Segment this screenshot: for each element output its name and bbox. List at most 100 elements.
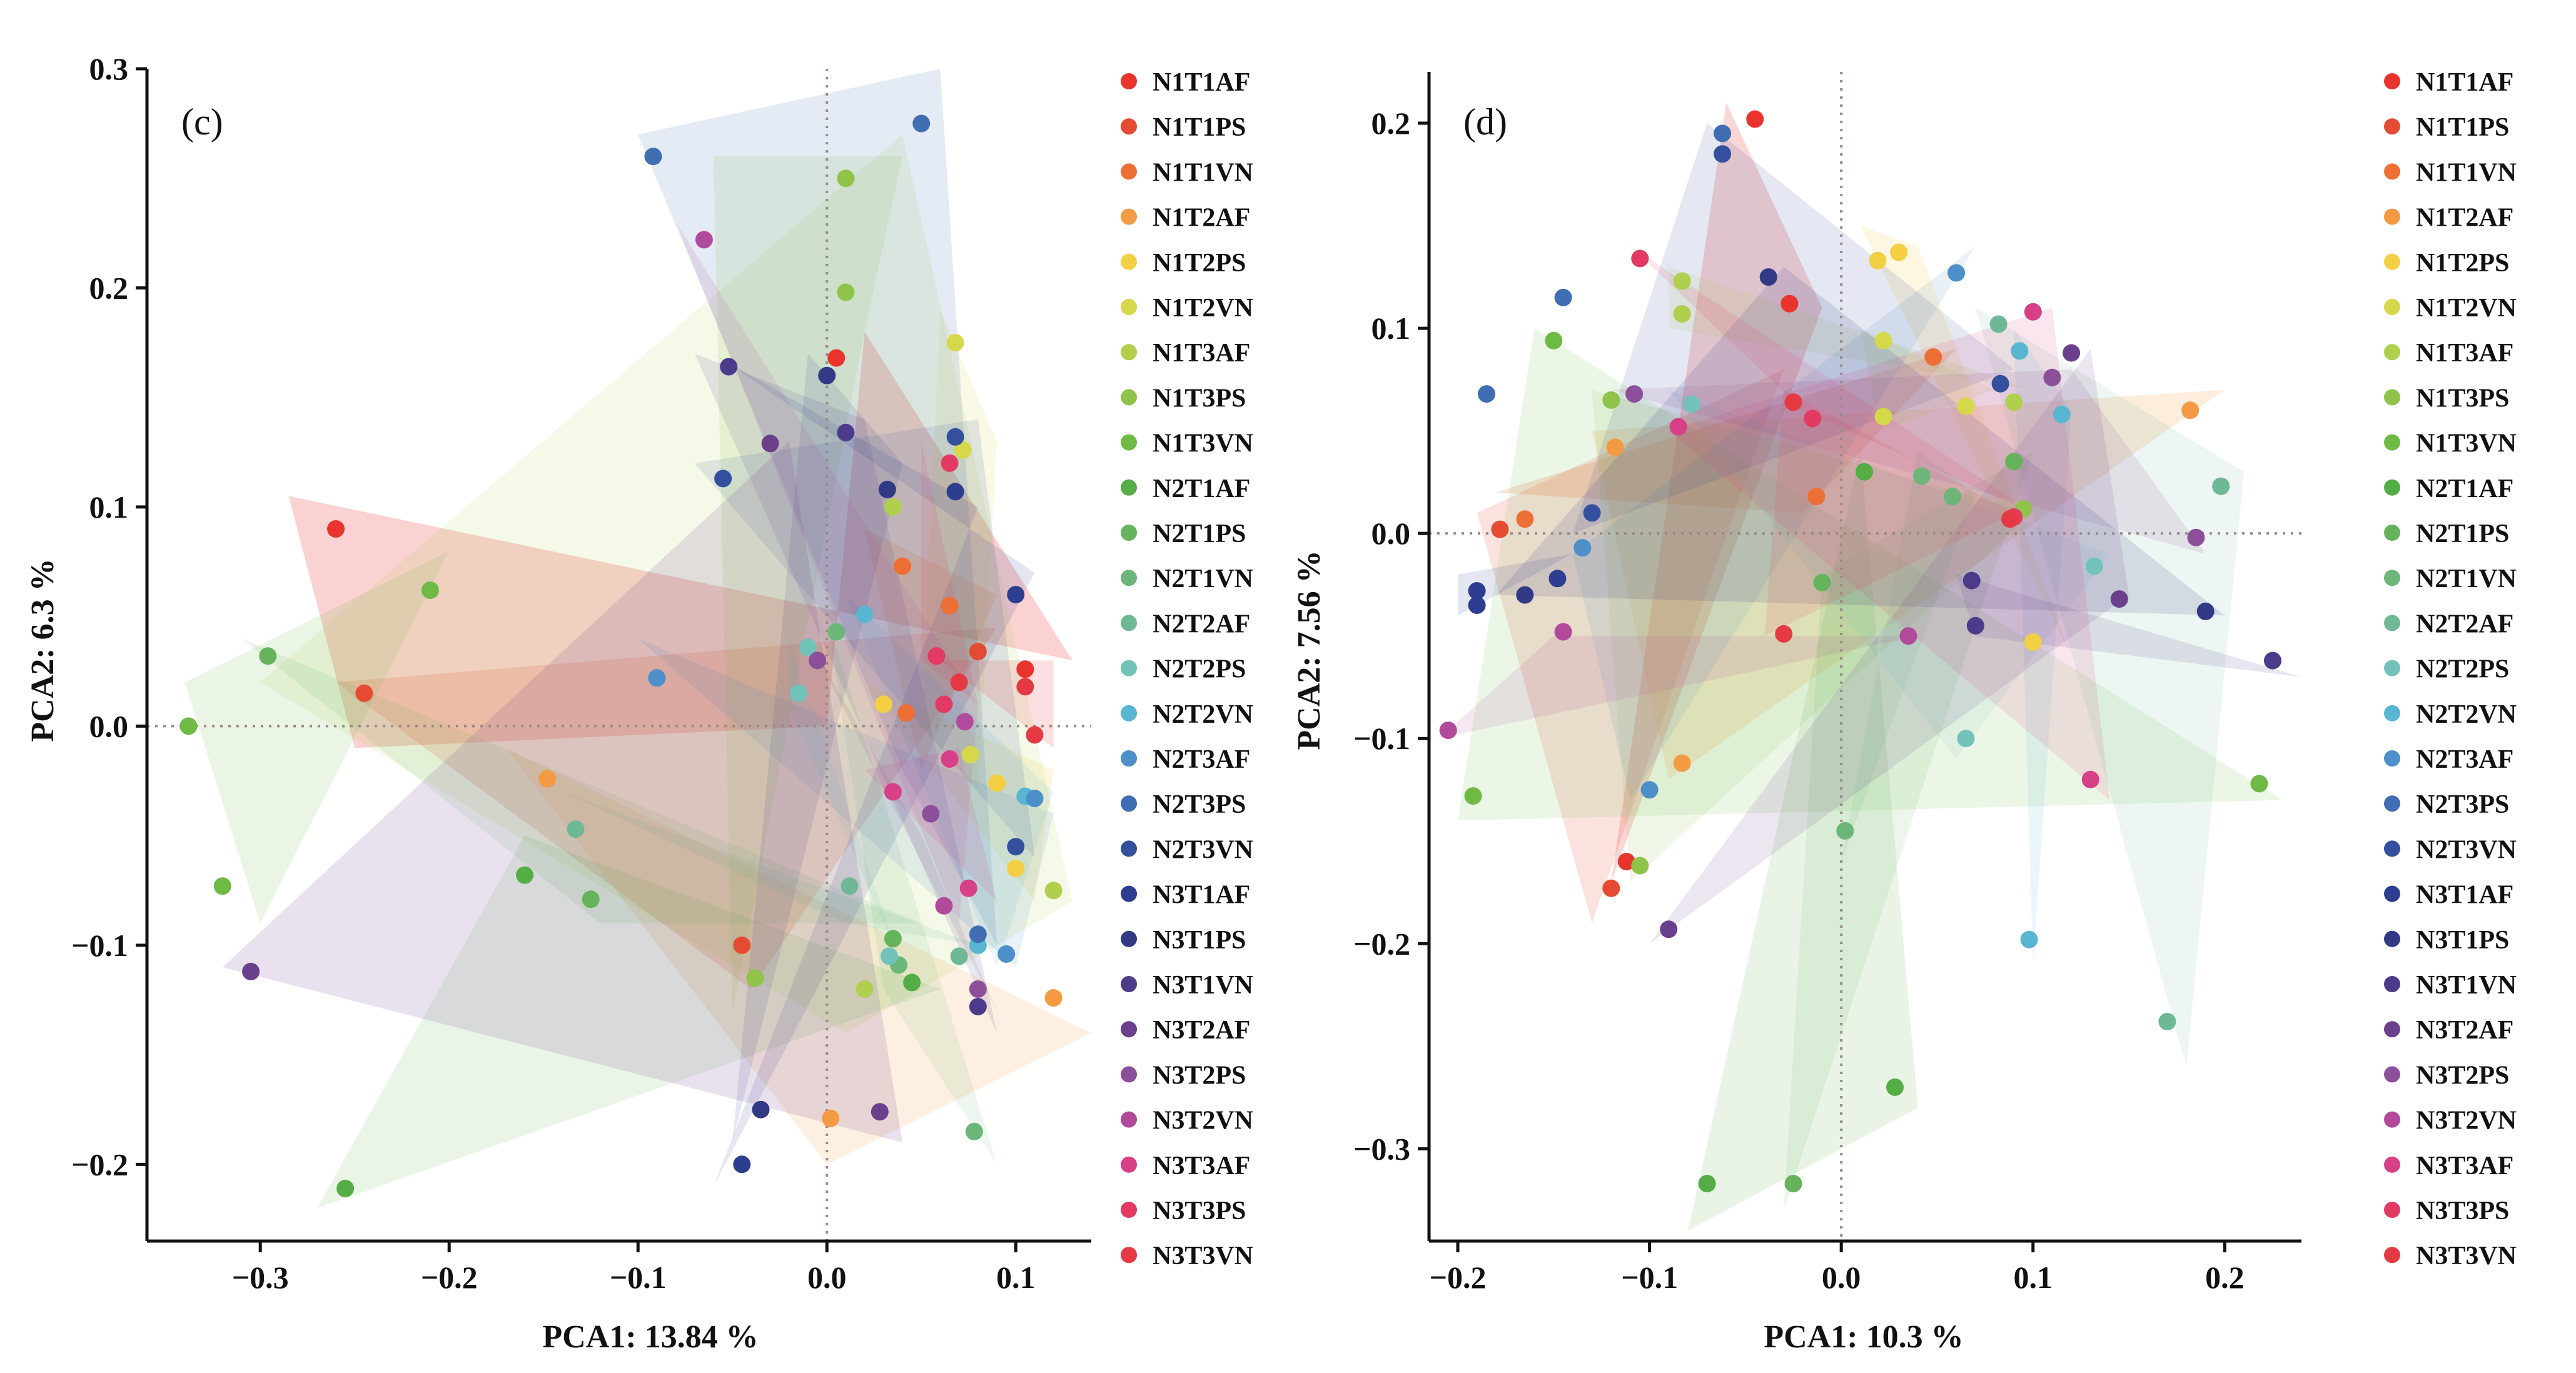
panel-c-hull-20 <box>694 353 997 1034</box>
panel-d-hull-1 <box>1477 369 1784 923</box>
panel-c-xtick-label-2: −0.1 <box>610 1260 667 1295</box>
panel-c-legend: N1T1AF N1T1PS N1T1VN N1T2AF N1T2PS N1T2VN N1T3… <box>1121 68 1253 1270</box>
panel-c-point-3 <box>355 684 373 702</box>
panel-d-point-73 <box>2024 303 2042 321</box>
panel-d-y-axis-title: PCA2: 7.56 % <box>1291 550 1327 750</box>
panel-c-legend-label-23: N3T2VN <box>1153 1107 1253 1135</box>
panel-d-point-32 <box>2005 453 2023 471</box>
panel-d-legend-marker-19 <box>2384 930 2400 947</box>
panel-d-point-13 <box>1890 243 1908 261</box>
panel-c-point-6 <box>894 557 911 575</box>
panel-c-point-49 <box>912 114 931 133</box>
panel-d-hull-19 <box>1496 266 2225 616</box>
panel-c-legend-label-18: N3T1AF <box>1153 881 1250 910</box>
panel-c-legend-label-26: N3T3VN <box>1153 1242 1253 1270</box>
panel-c-point-64 <box>242 962 260 980</box>
panel-d-point-26 <box>2250 775 2268 793</box>
panel-c-legend-label-13: N2T2PS <box>1153 655 1246 684</box>
panel-c-xticks: −0.3 −0.2 −0.1 0.0 0.1 <box>232 1241 1035 1295</box>
panel-d-ytick-label-3: 0.0 <box>1371 516 1411 551</box>
panel-c-legend-marker-8 <box>1121 434 1137 451</box>
panel-c-hull-0 <box>288 331 1073 748</box>
panel-c-legend-marker-22 <box>1121 1066 1137 1083</box>
panel-c-point-63 <box>761 435 779 453</box>
panel-d-legend-marker-3 <box>2384 208 2400 225</box>
panel-c-ytick-label-3: 0.1 <box>89 490 129 525</box>
panel-d-point-28 <box>1886 1078 1904 1096</box>
panel-d-legend-label-22: N3T2PS <box>2416 1061 2509 1090</box>
panel-d-point-8 <box>1807 488 1826 506</box>
panel-d-legend-label-10: N2T1PS <box>2416 520 2509 548</box>
panel-d-point-29 <box>1698 1175 1716 1193</box>
panel-c-x-axis-title: PCA1: 13.84 % <box>542 1319 758 1355</box>
panel-c-legend-label-0: N1T1AF <box>1153 68 1250 97</box>
panel-d-point-70 <box>1899 627 1917 645</box>
panel-d-hull-9 <box>1687 451 1918 1231</box>
panel-c-legend-marker-19 <box>1121 930 1137 947</box>
panel-c-hull-17 <box>694 419 1035 858</box>
panel-c-point-4 <box>733 936 751 954</box>
panel-d-points <box>1439 110 2281 1193</box>
panel-c-legend-label-19: N3T1PS <box>1153 926 1246 955</box>
panel-c-hull-14 <box>846 595 1054 967</box>
panel-c-point-7 <box>941 596 959 615</box>
panel-c-point-51 <box>714 470 732 488</box>
panel-d-legend-marker-1 <box>2384 118 2400 135</box>
panel-d-legend-label-16: N2T3PS <box>2416 790 2509 819</box>
panel-c-point-60 <box>837 423 855 441</box>
panel-d-point-10 <box>1673 754 1691 772</box>
panel-d-hull-21 <box>1649 348 2129 944</box>
panel-d-legend-marker-23 <box>2384 1111 2400 1128</box>
panel-c-legend-marker-14 <box>1121 705 1137 722</box>
panel-d-legend-marker-2 <box>2384 163 2400 180</box>
panel-d-hull-0 <box>1611 103 1822 882</box>
panel-d-point-18 <box>1673 272 1691 290</box>
panel-c-point-25 <box>179 717 198 735</box>
panel-d-hull-5 <box>1860 328 1995 431</box>
panel-d-x-axis-title: PCA1: 10.3 % <box>1764 1319 1963 1355</box>
panel-d-point-57 <box>1516 586 1534 604</box>
panel-c-point-61 <box>720 358 738 376</box>
panel-d-legend-marker-5 <box>2384 299 2400 315</box>
panel-c-point-18 <box>884 498 902 516</box>
panel-d-point-21 <box>1602 391 1620 409</box>
panel-c-zero-lines <box>147 69 1091 1241</box>
panel-d-point-25 <box>1464 787 1482 805</box>
panel-d-point-71 <box>1554 623 1572 641</box>
panel-d-point-20 <box>2005 393 2023 411</box>
panel-d-point-24 <box>1545 331 1563 350</box>
panel-d-legend-label-7: N1T3PS <box>2416 384 2509 413</box>
panel-c-axes <box>145 69 1091 1243</box>
panel-d-legend-marker-20 <box>2384 976 2400 992</box>
panel-d-legend-label-19: N3T1PS <box>2416 926 2509 955</box>
panel-d-point-48 <box>1714 124 1732 143</box>
panel-d-point-72 <box>2081 770 2099 788</box>
panel-c-point-37 <box>841 877 859 895</box>
panel-d-legend-label-26: N3T3VN <box>2416 1242 2517 1270</box>
panel-d-legend-label-0: N1T1AF <box>2416 68 2513 97</box>
panel-d-point-2 <box>1780 294 1799 313</box>
panel-d-point-76 <box>1804 410 1822 428</box>
panel-d-legend-label-24: N3T3AF <box>2416 1152 2513 1180</box>
panel-c-legend-label-11: N2T1VN <box>1153 565 1253 593</box>
panel-d-point-39 <box>2085 557 2103 575</box>
panel-d-legend-marker-9 <box>2384 479 2400 496</box>
panel-d-point-16 <box>1957 397 1975 415</box>
panel-c-point-35 <box>965 1122 983 1140</box>
panel-c-legend-marker-11 <box>1121 570 1137 586</box>
panel-c-legend-marker-2 <box>1121 163 1137 180</box>
panel-d-point-52 <box>1991 375 2009 393</box>
panel-d-point-41 <box>1683 395 1700 413</box>
panel-c-hull-19 <box>732 353 902 1143</box>
panel-c-legend-label-1: N1T1PS <box>1153 113 1246 142</box>
panel-c-legend-marker-20 <box>1121 976 1137 992</box>
panel-c-legend-marker-4 <box>1121 253 1137 270</box>
panel-c-point-78 <box>1026 726 1044 744</box>
panel-c-point-36 <box>567 820 585 838</box>
panel-c-point-15 <box>946 334 964 352</box>
panel-c-point-47 <box>1026 790 1044 808</box>
panel-d-point-31 <box>1813 573 1831 591</box>
panel-c-point-66 <box>809 651 827 670</box>
panel-c-legend-marker-13 <box>1121 660 1137 676</box>
panel-d-point-65 <box>2110 590 2128 608</box>
